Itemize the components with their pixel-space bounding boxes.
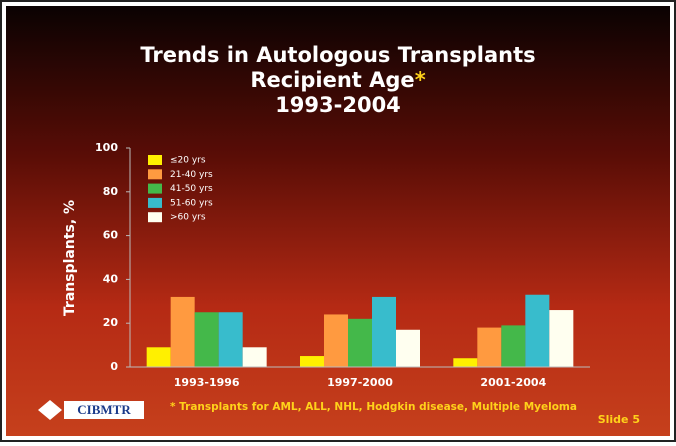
bar [453, 358, 478, 367]
title-line: Recipient Age* [250, 68, 425, 92]
bar [324, 314, 348, 367]
logo-mark [38, 400, 62, 420]
legend-swatch [148, 169, 162, 180]
bar [501, 325, 526, 367]
legend-label: 41-50 yrs [170, 184, 213, 194]
bar [372, 296, 396, 367]
legend-swatch [148, 155, 162, 165]
bar [396, 329, 420, 367]
bar [146, 347, 171, 367]
y-tick-label: 80 [103, 185, 119, 198]
y-tick-label: 20 [103, 316, 119, 329]
legend-swatch [148, 197, 162, 208]
title-line: 1993-2004 [275, 93, 401, 117]
title-marker: * [415, 68, 426, 92]
bar [348, 318, 372, 367]
footnote: * Transplants for AML, ALL, NHL, Hodgkin… [170, 401, 577, 413]
bar [194, 312, 219, 367]
y-axis-label: Transplants, % [62, 200, 78, 316]
bar [242, 347, 267, 367]
bar [525, 294, 550, 367]
y-tick-label: 100 [95, 141, 118, 154]
x-tick-label: 1993-1996 [174, 376, 240, 389]
x-tick-label: 2001-2004 [480, 376, 546, 389]
logo: CIBMTR [38, 400, 144, 420]
title-line: Trends in Autologous Transplants [140, 43, 535, 67]
legend-label: >60 yrs [170, 213, 206, 223]
y-tick-label: 40 [103, 272, 119, 285]
bar [170, 296, 195, 367]
logo-box [64, 401, 144, 419]
bar [218, 312, 243, 367]
bar [477, 327, 502, 367]
slide-number: Slide 5 [598, 413, 640, 426]
bar [549, 310, 574, 367]
legend-swatch [148, 212, 162, 223]
legend-label: 21-40 yrs [170, 170, 213, 180]
y-tick-label: 60 [103, 229, 119, 242]
title-line: Recipient Age [250, 68, 414, 92]
bar [300, 356, 324, 367]
legend-label: 51-60 yrs [170, 198, 213, 208]
logo-text: CIBMTR [77, 402, 131, 417]
legend-label: ≤20 yrs [170, 156, 206, 166]
legend-swatch [148, 183, 162, 194]
y-tick-label: 0 [110, 360, 118, 373]
x-tick-label: 1997-2000 [327, 376, 393, 389]
